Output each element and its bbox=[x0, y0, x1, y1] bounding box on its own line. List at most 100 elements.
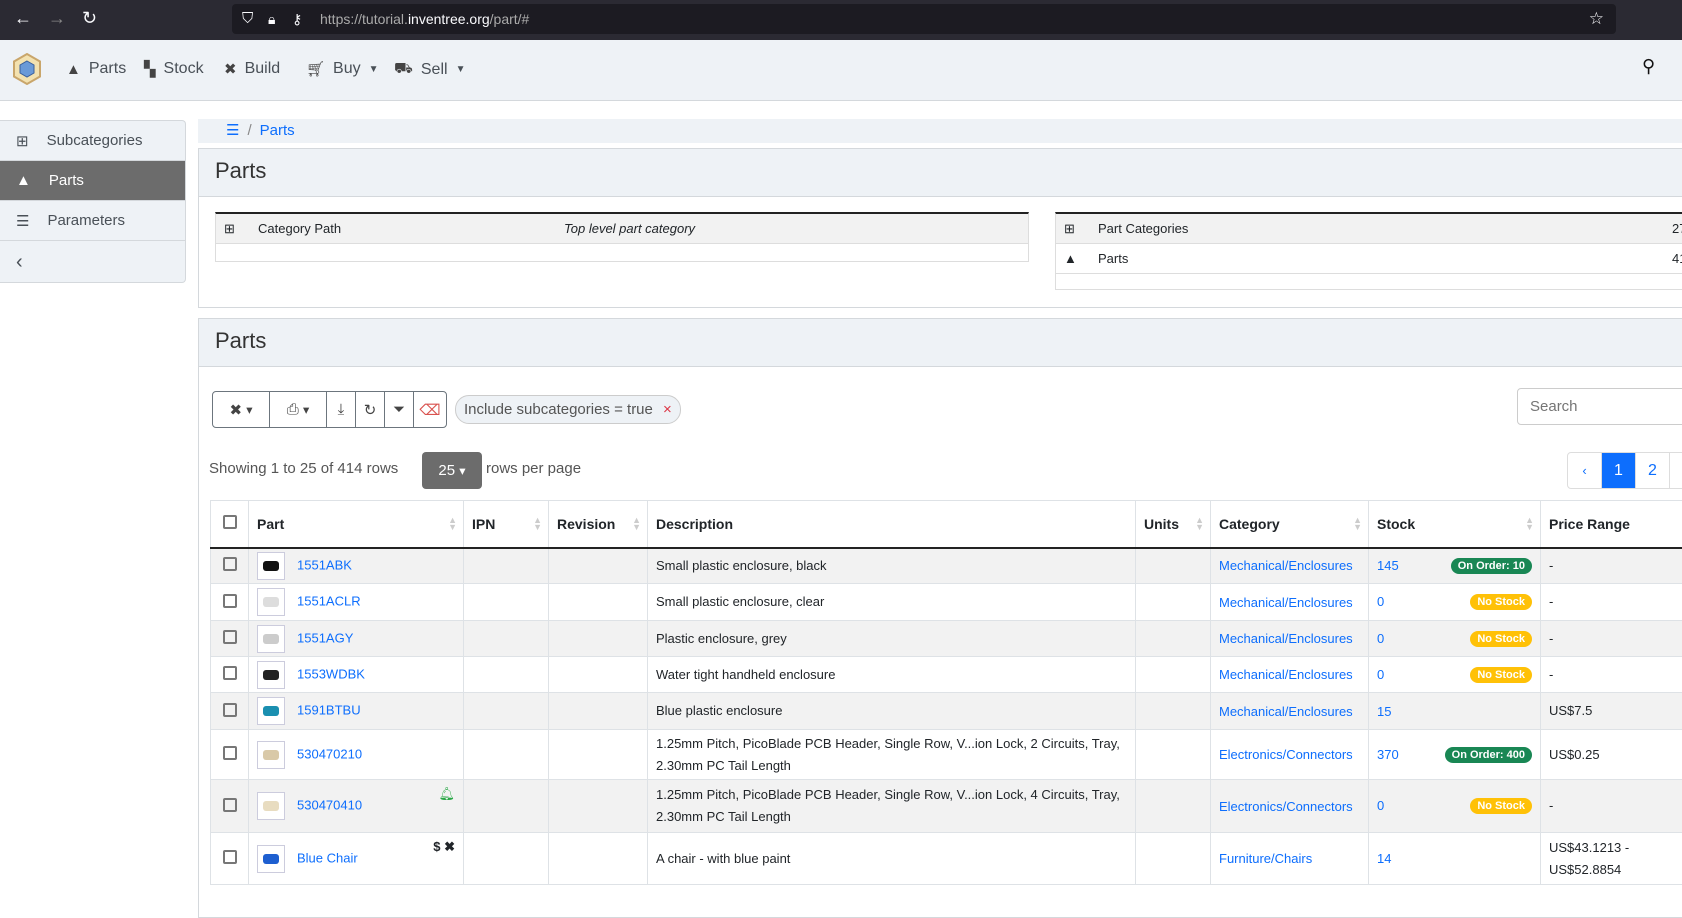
select-all-checkbox[interactable] bbox=[223, 515, 237, 529]
filter-button[interactable]: ⏷ bbox=[385, 392, 414, 427]
part-link[interactable]: 1553WDBK bbox=[297, 666, 365, 681]
row-select[interactable] bbox=[211, 730, 249, 780]
bookmark-star-icon[interactable]: ☆ bbox=[1589, 4, 1604, 34]
category-link[interactable]: Mechanical/Enclosures bbox=[1219, 631, 1353, 646]
page-3[interactable]: 3 bbox=[1670, 453, 1682, 488]
row-checkbox[interactable] bbox=[223, 850, 237, 864]
tools-menu-button[interactable]: ✖ ▾ bbox=[213, 392, 270, 427]
category-link[interactable]: Mechanical/Enclosures bbox=[1219, 667, 1353, 682]
table-row[interactable]: 1591BTBU Blue plastic enclosure Mechanical… bbox=[211, 693, 1682, 730]
row-checkbox[interactable] bbox=[223, 798, 237, 812]
shapes-icon: ▲ bbox=[1064, 251, 1098, 266]
category-link[interactable]: Electronics/Connectors bbox=[1219, 747, 1353, 762]
url-bar[interactable]: ⛉ 🔒︎ ⚷ https://tutorial.inventree.org/pa… bbox=[232, 4, 1616, 34]
row-checkbox[interactable] bbox=[223, 557, 237, 571]
category-link[interactable]: Furniture/Chairs bbox=[1219, 851, 1312, 866]
part-link[interactable]: 1551AGY bbox=[297, 630, 353, 645]
inventree-logo[interactable] bbox=[13, 53, 41, 85]
col-description[interactable]: Description bbox=[648, 501, 1136, 548]
category-cell: Mechanical/Enclosures bbox=[1211, 584, 1369, 621]
page-2[interactable]: 2 bbox=[1636, 453, 1670, 488]
col-part[interactable]: Part▲▼ bbox=[249, 501, 464, 548]
reload-icon[interactable]: ↻ bbox=[82, 8, 97, 29]
sidebar-item-subcategories[interactable]: ⊞Subcategories bbox=[0, 121, 185, 161]
table-row[interactable]: 530470410🔔︎1.25mm Pitch, PicoBlade PCB H… bbox=[211, 780, 1682, 833]
page-1[interactable]: 1 bbox=[1602, 453, 1636, 488]
stock-link[interactable]: 15 bbox=[1377, 704, 1391, 719]
stock-link[interactable]: 370 bbox=[1377, 747, 1399, 762]
part-link[interactable]: 530470410 bbox=[297, 797, 362, 812]
row-checkbox[interactable] bbox=[223, 630, 237, 644]
page-size-dropdown[interactable]: 25 ▾ bbox=[422, 452, 482, 489]
part-link[interactable]: 1551ACLR bbox=[297, 593, 361, 608]
col-units[interactable]: Units▲▼ bbox=[1136, 501, 1211, 548]
row-select[interactable] bbox=[211, 621, 249, 657]
stock-link[interactable]: 14 bbox=[1377, 851, 1391, 866]
remove-filter-icon[interactable]: × bbox=[663, 401, 672, 418]
part-link[interactable]: 1591BTBU bbox=[297, 702, 361, 717]
description-cell: Blue plastic enclosure bbox=[648, 693, 1136, 730]
nav-parts[interactable]: ▲Parts bbox=[66, 60, 126, 78]
part-thumbnail bbox=[257, 552, 285, 580]
category-link[interactable]: Mechanical/Enclosures bbox=[1219, 558, 1353, 573]
forward-icon[interactable]: → bbox=[48, 8, 66, 29]
select-all[interactable] bbox=[211, 501, 249, 548]
col-category[interactable]: Category▲▼ bbox=[1211, 501, 1369, 548]
filter-chip[interactable]: Include subcategories = true × bbox=[455, 395, 681, 424]
tools-icon: ✖ bbox=[224, 60, 237, 78]
row-select[interactable] bbox=[211, 584, 249, 621]
search-icon[interactable]: ⚲ bbox=[1642, 56, 1655, 77]
row-checkbox[interactable] bbox=[223, 666, 237, 680]
row-checkbox[interactable] bbox=[223, 594, 237, 608]
part-link[interactable]: 530470210 bbox=[297, 746, 362, 761]
collapse-sidebar-button[interactable]: ‹ bbox=[0, 242, 185, 282]
nav-build[interactable]: ✖Build bbox=[224, 60, 280, 78]
col-price-range[interactable]: Price Range bbox=[1541, 501, 1682, 548]
refresh-button[interactable]: ↻ bbox=[356, 392, 385, 427]
caret-down-icon: ▼ bbox=[456, 64, 466, 75]
part-link[interactable]: 1551ABK bbox=[297, 557, 352, 572]
print-menu-button[interactable]: ⎙ ▾ bbox=[270, 392, 327, 427]
sidebar-item-parts[interactable]: ▲Parts bbox=[0, 161, 185, 201]
row-checkbox[interactable] bbox=[223, 703, 237, 717]
nav-stock[interactable]: ▚Stock bbox=[144, 60, 204, 78]
row-select[interactable] bbox=[211, 657, 249, 693]
row-select[interactable] bbox=[211, 833, 249, 885]
stock-link[interactable]: 0 bbox=[1377, 667, 1384, 682]
col-ipn[interactable]: IPN▲▼ bbox=[464, 501, 549, 548]
category-link[interactable]: Mechanical/Enclosures bbox=[1219, 595, 1353, 610]
search-input[interactable] bbox=[1517, 388, 1682, 425]
row-select[interactable] bbox=[211, 548, 249, 584]
menu-icon[interactable]: ☰ bbox=[226, 122, 239, 139]
col-revision[interactable]: Revision▲▼ bbox=[549, 501, 648, 548]
back-icon[interactable]: ← bbox=[14, 8, 32, 29]
category-link[interactable]: Electronics/Connectors bbox=[1219, 799, 1353, 814]
breadcrumb-parts[interactable]: Parts bbox=[260, 122, 295, 139]
ipn-cell bbox=[464, 780, 549, 833]
sidebar-item-parameters[interactable]: ☰Parameters bbox=[0, 201, 185, 241]
clear-filters-button[interactable]: ⌫ bbox=[414, 392, 446, 427]
part-cell: 1551AGY bbox=[249, 621, 464, 657]
stock-link[interactable]: 145 bbox=[1377, 558, 1399, 573]
cart-icon: 🛒︎ bbox=[306, 60, 325, 78]
stock-link[interactable]: 0 bbox=[1377, 798, 1384, 813]
row-select[interactable] bbox=[211, 780, 249, 833]
col-stock[interactable]: Stock▲▼ bbox=[1369, 501, 1541, 548]
salable-assembly-icons: $ ✖ bbox=[433, 839, 455, 855]
row-checkbox[interactable] bbox=[223, 746, 237, 760]
stock-link[interactable]: 0 bbox=[1377, 631, 1384, 646]
page-prev[interactable]: ‹ bbox=[1568, 453, 1602, 488]
nav-sell[interactable]: ⛟Sell▼ bbox=[394, 60, 465, 79]
stock-link[interactable]: 0 bbox=[1377, 594, 1384, 609]
download-button[interactable]: ⤓ bbox=[327, 392, 356, 427]
category-link[interactable]: Mechanical/Enclosures bbox=[1219, 704, 1353, 719]
part-link[interactable]: Blue Chair bbox=[297, 850, 358, 865]
row-select[interactable] bbox=[211, 693, 249, 730]
nav-buy[interactable]: 🛒︎Buy▼ bbox=[306, 60, 379, 78]
